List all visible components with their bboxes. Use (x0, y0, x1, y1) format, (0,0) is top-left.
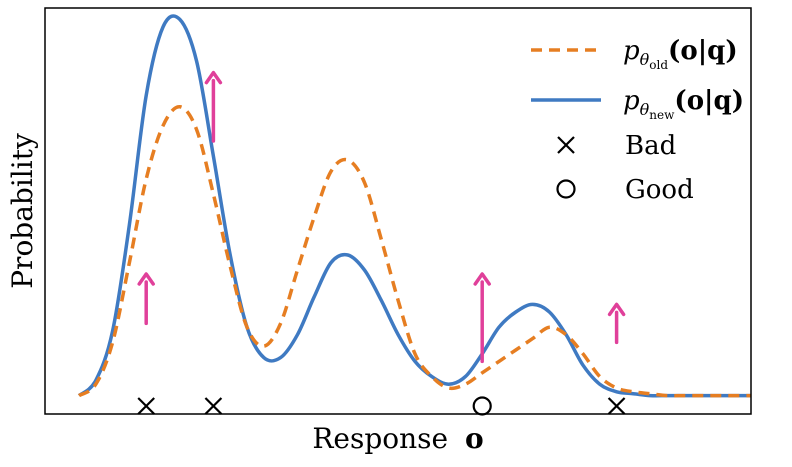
arrow-head-1 (204, 70, 223, 85)
marker-good-0 (472, 396, 492, 416)
x-axis-label-text: Response (312, 422, 448, 455)
y-axis-label: Probability (6, 133, 39, 289)
legend-label-new: pθnew(o|q) (623, 86, 744, 122)
legend-label-good: Good (625, 175, 694, 205)
arrow-head-2 (473, 272, 491, 286)
legend-marker-good-icon (556, 179, 576, 199)
x-axis-label: Response o (312, 422, 483, 455)
marker-bad-0 (137, 397, 155, 415)
legend: pθold(o|q) pθnew(o|q) Bad Good (531, 36, 744, 205)
legend-label-bad: Bad (625, 131, 676, 161)
marker-bad-2 (607, 397, 626, 415)
x-axis-label-var: o (465, 422, 484, 455)
arrow-head-3 (607, 302, 626, 317)
series-line-old (78, 105, 751, 398)
legend-label-old: pθold(o|q) (623, 36, 738, 72)
marker-bad-1 (204, 397, 223, 415)
arrow-head-0 (137, 272, 155, 286)
legend-marker-bad-icon (557, 136, 575, 154)
plot-frame (44, 7, 752, 415)
series-line-new (77, 14, 751, 398)
plot-area (77, 14, 751, 416)
